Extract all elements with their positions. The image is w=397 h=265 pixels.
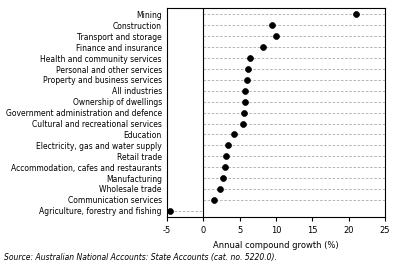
Point xyxy=(225,143,231,147)
Point xyxy=(241,100,248,104)
Point xyxy=(223,154,229,158)
Point xyxy=(247,56,254,60)
Point xyxy=(269,23,276,28)
Point xyxy=(245,67,251,71)
Point xyxy=(222,165,228,169)
Point xyxy=(211,198,217,202)
Point xyxy=(240,121,246,126)
Point xyxy=(273,34,279,38)
Point xyxy=(231,132,237,136)
Point xyxy=(353,12,359,17)
X-axis label: Annual compound growth (%): Annual compound growth (%) xyxy=(213,241,339,250)
Text: Source: Australian National Accounts: State Accounts (cat. no. 5220.0).: Source: Australian National Accounts: St… xyxy=(4,253,277,262)
Point xyxy=(241,111,247,115)
Point xyxy=(167,209,173,213)
Point xyxy=(244,78,250,82)
Point xyxy=(242,89,249,93)
Point xyxy=(220,176,226,180)
Point xyxy=(217,187,223,191)
Point xyxy=(260,45,266,49)
